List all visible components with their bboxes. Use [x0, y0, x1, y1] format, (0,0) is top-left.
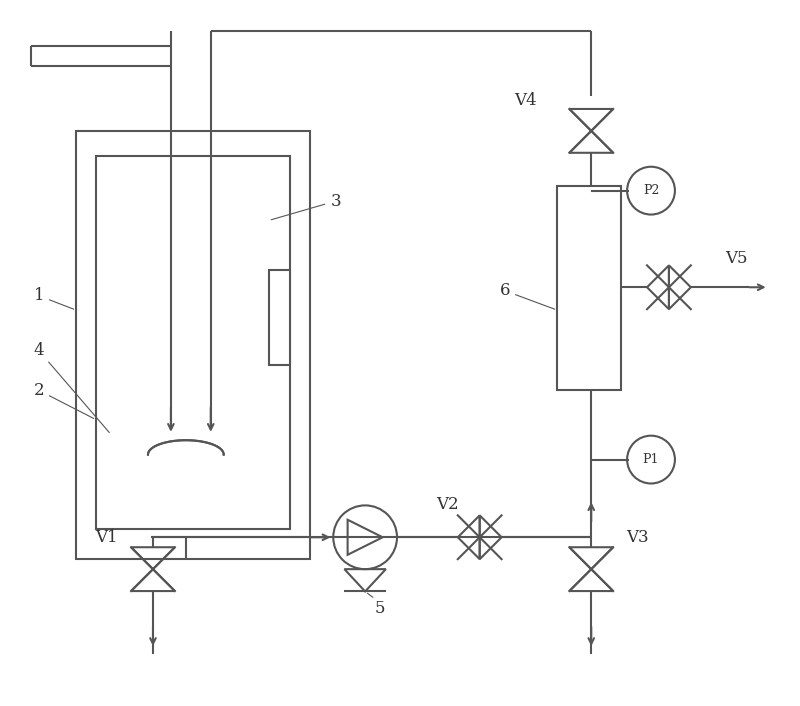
Text: 5: 5	[375, 601, 386, 618]
Text: 1: 1	[34, 287, 74, 309]
Text: V5: V5	[726, 250, 748, 267]
Circle shape	[334, 505, 397, 569]
Text: P2: P2	[643, 184, 659, 197]
Circle shape	[627, 436, 675, 484]
Bar	[269, 270, 290, 365]
Text: V1: V1	[95, 529, 118, 546]
Text: 3: 3	[271, 193, 341, 220]
Text: P1: P1	[642, 453, 659, 466]
Text: V2: V2	[437, 496, 459, 513]
Bar	[96, 156, 290, 530]
Circle shape	[627, 167, 675, 215]
Bar	[76, 131, 310, 559]
Text: 6: 6	[500, 282, 554, 309]
Bar	[558, 186, 621, 390]
Text: V4: V4	[514, 92, 537, 109]
Text: 4: 4	[34, 342, 110, 433]
Text: V3: V3	[626, 529, 648, 546]
Text: 2: 2	[34, 382, 94, 419]
